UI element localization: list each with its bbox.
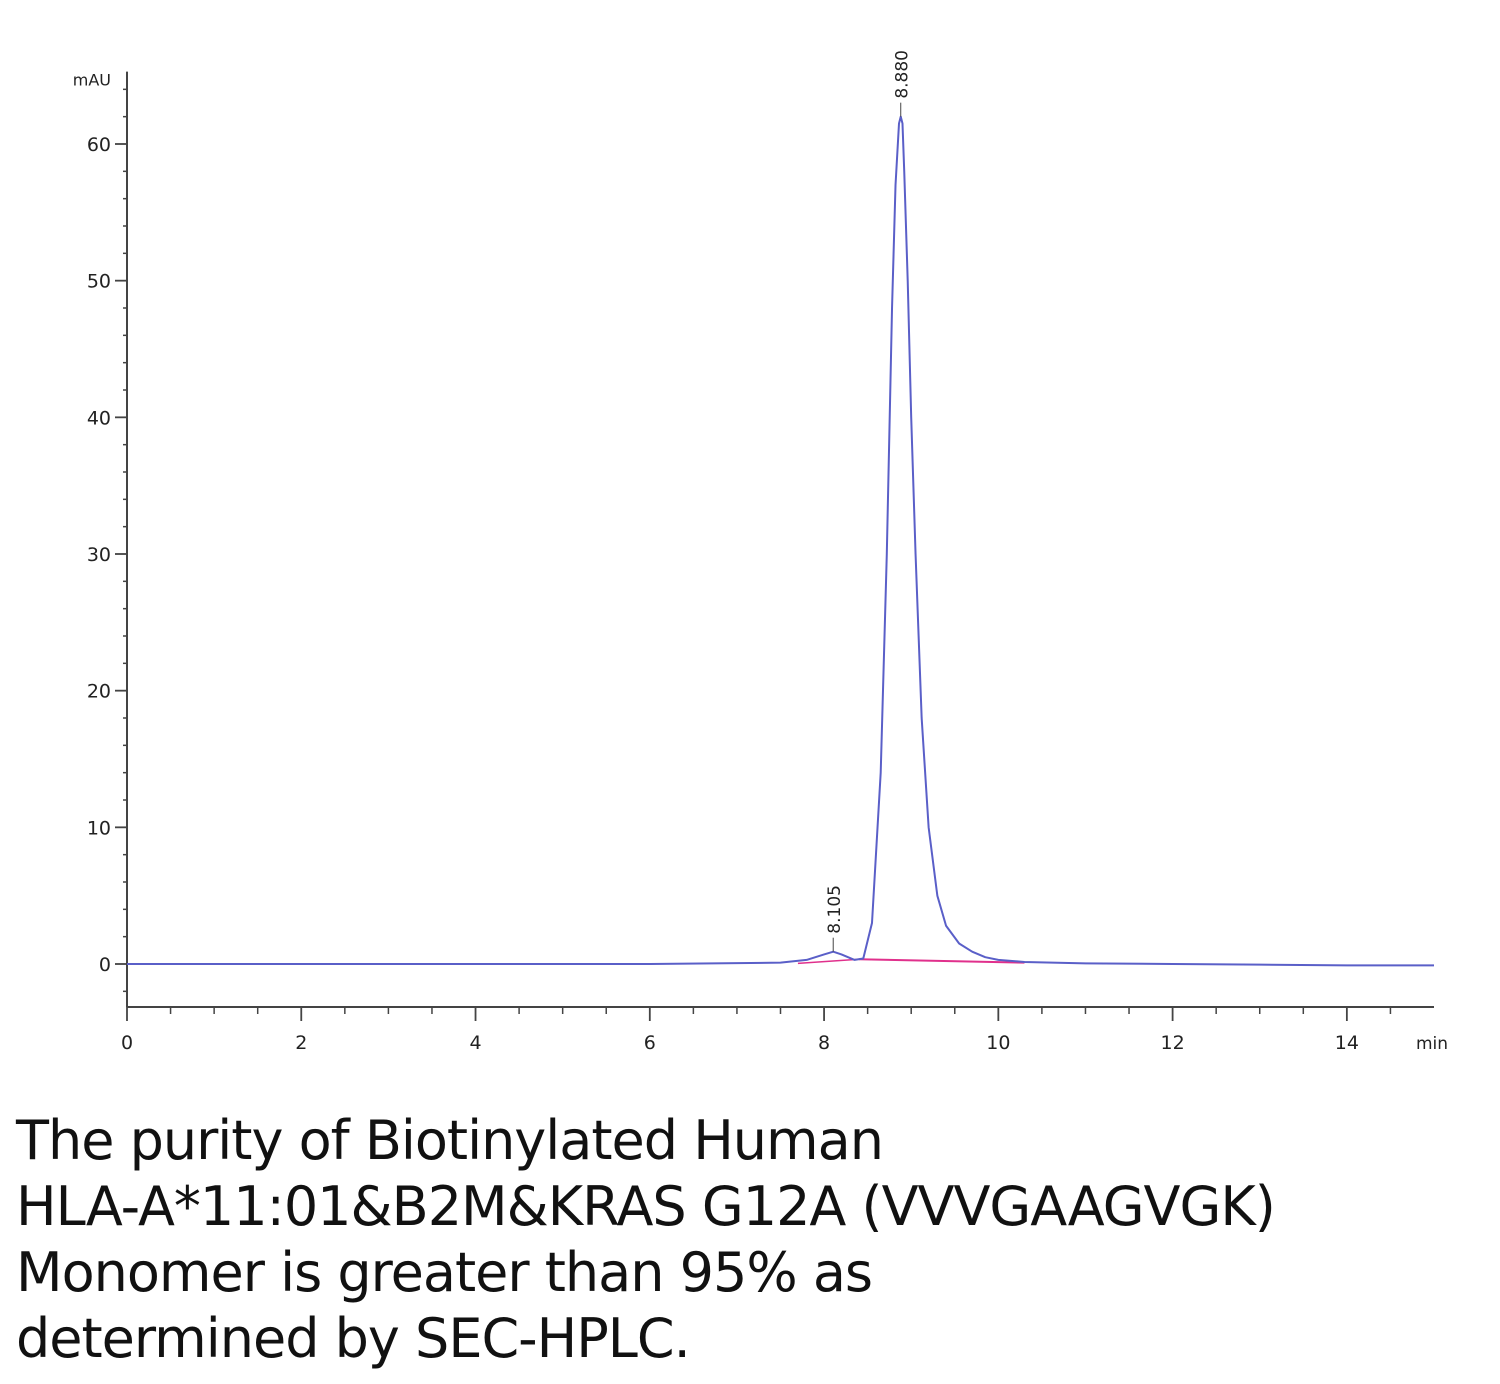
y-tick-label: 10 xyxy=(87,817,111,839)
axes: 0 10 20 30 40 50 60 mAU 0 2 4 6 8 10 12 14 min xyxy=(73,71,1448,1054)
figure-caption: The purity of Biotinylated Human HLA-A*1… xyxy=(16,1108,1486,1372)
y-tick-label: 40 xyxy=(87,407,111,429)
x-tick-label: 14 xyxy=(1335,1032,1359,1054)
y-tick-label: 50 xyxy=(87,271,111,293)
chromatogram-chart: 0 10 20 30 40 50 60 mAU 0 2 4 6 8 10 12 14 min 8.105 8.88… xyxy=(73,50,1448,1054)
caption-line-4: determined by SEC-HPLC. xyxy=(16,1307,691,1370)
peak-label: 8.105 xyxy=(825,885,845,934)
x-tick-label: 8 xyxy=(818,1032,830,1054)
plot-area: 8.105 8.880 xyxy=(127,50,1434,967)
series-line xyxy=(127,115,1434,967)
y-tick-label: 20 xyxy=(87,681,111,703)
y-tick-label: 0 xyxy=(99,954,111,976)
peak-label: 8.880 xyxy=(893,50,913,99)
peak-baseline-minor xyxy=(797,958,859,965)
x-tick-label: 10 xyxy=(986,1032,1010,1054)
caption-line-3: Monomer is greater than 95% as xyxy=(16,1241,873,1304)
caption-line-1: The purity of Biotinylated Human xyxy=(16,1109,884,1172)
x-tick-label: 2 xyxy=(295,1032,307,1054)
x-tick-label: 12 xyxy=(1161,1032,1185,1054)
x-tick-label: 6 xyxy=(644,1032,656,1054)
caption-line-2: HLA-A*11:01&B2M&KRAS G12A (VVVGAAGVGK) xyxy=(16,1175,1276,1238)
x-axis-label: min xyxy=(1416,1034,1448,1054)
y-axis-label: mAU xyxy=(73,71,111,90)
y-tick-label: 30 xyxy=(87,544,111,566)
x-tick-label: 0 xyxy=(121,1032,133,1054)
y-tick-label: 60 xyxy=(87,134,111,156)
x-tick-label: 4 xyxy=(469,1032,481,1054)
peak-baseline xyxy=(858,958,1025,964)
